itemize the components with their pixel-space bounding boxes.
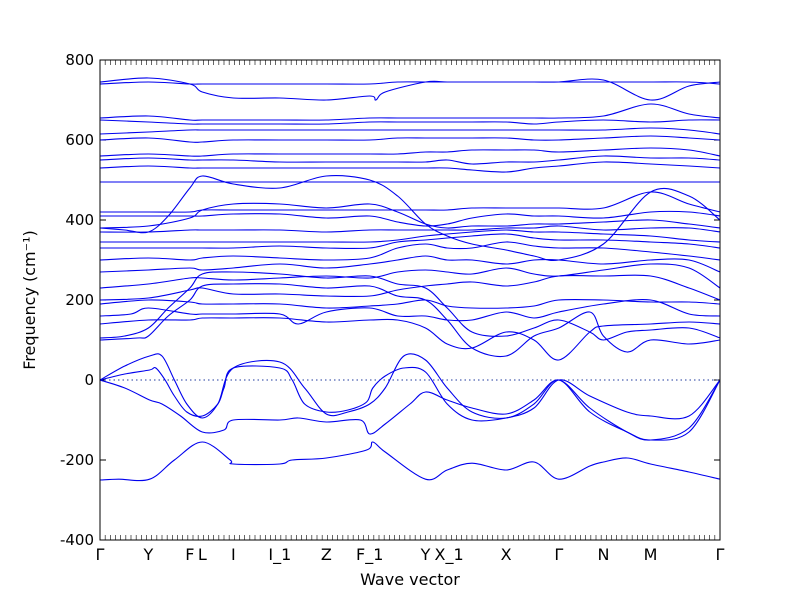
x-tick-label: Γ <box>716 545 725 564</box>
x-tick-label: X <box>501 545 512 564</box>
band-series-19 <box>100 191 720 213</box>
band-series-3 <box>100 353 720 441</box>
band-series-4 <box>100 365 720 422</box>
band-series-16 <box>100 225 720 233</box>
x-tick-label: M <box>644 545 658 564</box>
x-tick-label: Y <box>420 545 431 564</box>
band-series-24 <box>100 147 720 157</box>
band-series-28 <box>100 103 720 121</box>
x-tick-label: I_1 <box>268 545 291 565</box>
band-lines <box>100 77 720 482</box>
band-series-22 <box>100 161 720 173</box>
band-series-2 <box>100 379 720 441</box>
x-tick-label: Γ <box>96 545 105 564</box>
band-series-25 <box>100 135 720 143</box>
y-tick-label: 600 <box>65 131 94 149</box>
x-axis-label: Wave vector <box>360 570 460 589</box>
band-series-29 <box>100 81 720 85</box>
band-series-23 <box>100 155 720 165</box>
band-series-10 <box>100 274 720 301</box>
band-series-18 <box>100 210 720 227</box>
band-series-26 <box>100 127 720 135</box>
band-series-13 <box>100 241 720 261</box>
band-series-12 <box>100 255 720 273</box>
x-tick-label: X_1 <box>434 545 463 565</box>
band-series-11 <box>100 263 720 289</box>
y-tick-label: -400 <box>60 531 94 549</box>
y-tick-label: 400 <box>65 211 94 229</box>
band-series-20 <box>100 175 720 262</box>
x-tick-label: L <box>198 545 207 564</box>
band-series-7 <box>100 317 720 361</box>
y-tick-label: 800 <box>65 51 94 69</box>
x-tick-label: Γ <box>554 545 563 564</box>
x-tick-label: F_1 <box>356 545 383 565</box>
band-series-1 <box>100 441 720 482</box>
y-tick-label: -200 <box>60 451 94 469</box>
x-tick-label: Y <box>142 545 153 564</box>
band-series-8 <box>100 299 720 325</box>
y-axis-label: Frequency (cm⁻¹) <box>20 230 39 369</box>
band-series-30 <box>100 77 720 101</box>
band-series-9 <box>100 298 720 309</box>
x-tick-labels: Γ Y F L I I_1 Z F_1 Y X_1 X Γ N M Γ <box>96 545 725 565</box>
band-series-15 <box>100 229 720 243</box>
y-tick-label: 200 <box>65 291 94 309</box>
band-series-27 <box>100 119 720 125</box>
band-series-14 <box>100 233 720 250</box>
x-tick-label: I <box>231 545 236 564</box>
x-tick-label: F <box>185 545 194 564</box>
band-series-6 <box>100 271 720 341</box>
axes-frame <box>99 59 721 541</box>
x-tick-label: N <box>597 545 609 564</box>
y-tick-label: 0 <box>84 371 94 389</box>
minor-ticks <box>99 60 721 540</box>
x-tick-label: Z <box>321 545 332 564</box>
